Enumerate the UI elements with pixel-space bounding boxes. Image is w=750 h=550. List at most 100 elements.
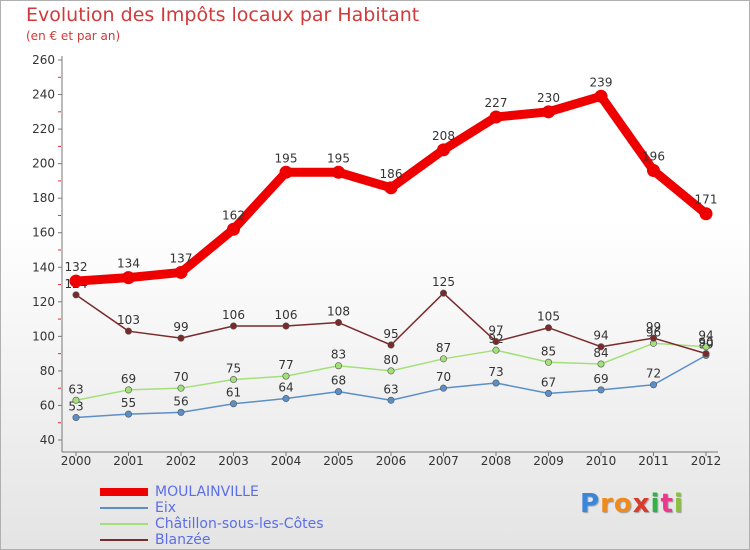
- data-label: 105: [537, 310, 560, 324]
- y-tick-label: 160: [32, 226, 55, 240]
- data-label: 239: [590, 75, 613, 89]
- data-point: [387, 367, 395, 375]
- legend-label-chatillon: Châtillon-sous-les-Côtes: [155, 516, 324, 532]
- y-tick-label: 60: [40, 398, 55, 412]
- legend: MOULAINVILLE Eix Châtillon-sous-les-Côte…: [98, 484, 418, 548]
- data-label: 96: [646, 325, 661, 339]
- legend-label-eix: Eix: [155, 500, 177, 516]
- logo-letter: o: [613, 489, 633, 519]
- data-point: [647, 164, 660, 178]
- data-label: 56: [173, 394, 188, 408]
- x-tick-label: 2001: [113, 454, 144, 468]
- data-label: 87: [436, 341, 451, 355]
- data-label: 63: [383, 382, 398, 396]
- y-tick-label: 220: [32, 122, 55, 136]
- data-point: [334, 362, 342, 370]
- data-point: [544, 358, 552, 366]
- data-point: [72, 291, 80, 299]
- logo-letter: P: [580, 489, 601, 519]
- y-tick-label: 240: [32, 88, 55, 102]
- data-point: [597, 360, 605, 368]
- logo-letter: x: [632, 489, 651, 519]
- data-point: [492, 346, 500, 354]
- data-point: [282, 372, 290, 380]
- data-point: [279, 165, 293, 179]
- legend-item-moulainville: MOULAINVILLE: [98, 484, 418, 500]
- y-tick-label: 200: [32, 157, 55, 171]
- x-tick-label: 2003: [218, 454, 249, 468]
- x-tick-label: 2006: [376, 454, 407, 468]
- data-label: 73: [488, 365, 503, 379]
- data-label: 137: [170, 251, 193, 265]
- chart-subtitle: (en € et par an): [26, 29, 121, 43]
- data-point: [72, 396, 80, 404]
- legend-label-blanzee: Blanzée: [155, 532, 211, 548]
- legend-swatch-eix: [100, 507, 148, 509]
- legend-item-chatillon: Châtillon-sous-les-Côtes: [98, 516, 418, 532]
- data-point: [544, 389, 552, 397]
- x-tick-label: 2007: [428, 454, 459, 468]
- data-label: 103: [117, 313, 140, 327]
- data-label: 72: [646, 367, 661, 381]
- data-point: [597, 386, 605, 394]
- data-point: [177, 334, 185, 342]
- x-tick-label: 2000: [61, 454, 92, 468]
- data-point: [282, 322, 290, 330]
- data-point: [177, 384, 185, 392]
- data-label: 69: [121, 372, 136, 386]
- data-label: 196: [642, 150, 665, 164]
- x-tick-label: 2009: [533, 454, 564, 468]
- data-point: [387, 396, 395, 404]
- data-point: [492, 379, 500, 387]
- legend-item-blanzee: Blanzée: [98, 532, 418, 548]
- data-point: [334, 388, 342, 396]
- data-point: [125, 386, 133, 394]
- data-label: 171: [695, 193, 718, 207]
- y-tick-label: 180: [32, 191, 55, 205]
- data-label: 77: [278, 358, 293, 372]
- data-point: [699, 207, 713, 221]
- data-point: [702, 350, 710, 358]
- data-point: [437, 143, 450, 157]
- x-tick-label: 2008: [481, 454, 512, 468]
- legend-item-eix: Eix: [98, 500, 418, 516]
- data-point: [125, 327, 133, 335]
- data-label: 208: [432, 129, 455, 143]
- data-point: [227, 222, 240, 236]
- data-label: 70: [173, 370, 188, 384]
- data-point: [544, 324, 552, 332]
- data-label: 84: [593, 346, 608, 360]
- data-label: 90: [698, 336, 713, 350]
- data-label: 99: [646, 320, 661, 334]
- data-point: [332, 165, 345, 179]
- data-label: 94: [593, 329, 608, 343]
- data-point: [702, 343, 710, 351]
- data-label: 53: [68, 400, 83, 414]
- x-tick-label: 2012: [691, 454, 722, 468]
- x-tick-label: 2002: [166, 454, 197, 468]
- data-point: [387, 341, 395, 349]
- chart-title: Evolution des Impôts locaux par Habitant: [26, 4, 420, 26]
- data-label: 69: [593, 372, 608, 386]
- data-label: 75: [226, 362, 241, 376]
- data-label: 106: [275, 308, 298, 322]
- x-tick-label: 2004: [271, 454, 302, 468]
- data-point: [594, 89, 608, 103]
- data-point: [230, 376, 238, 384]
- data-point: [384, 181, 398, 195]
- x-tick-label: 2010: [586, 454, 617, 468]
- data-point: [649, 381, 657, 389]
- data-label: 83: [331, 348, 346, 362]
- proxiti-logo: Proxiti: [580, 489, 684, 519]
- data-point: [649, 334, 657, 342]
- data-point: [489, 110, 503, 124]
- data-label: 230: [537, 91, 560, 105]
- data-point: [122, 271, 135, 285]
- data-label: 80: [383, 353, 398, 367]
- x-tick-label: 2011: [638, 454, 669, 468]
- data-label: 195: [327, 151, 350, 165]
- data-label: 63: [68, 382, 83, 396]
- data-label: 55: [121, 396, 136, 410]
- data-point: [542, 105, 555, 119]
